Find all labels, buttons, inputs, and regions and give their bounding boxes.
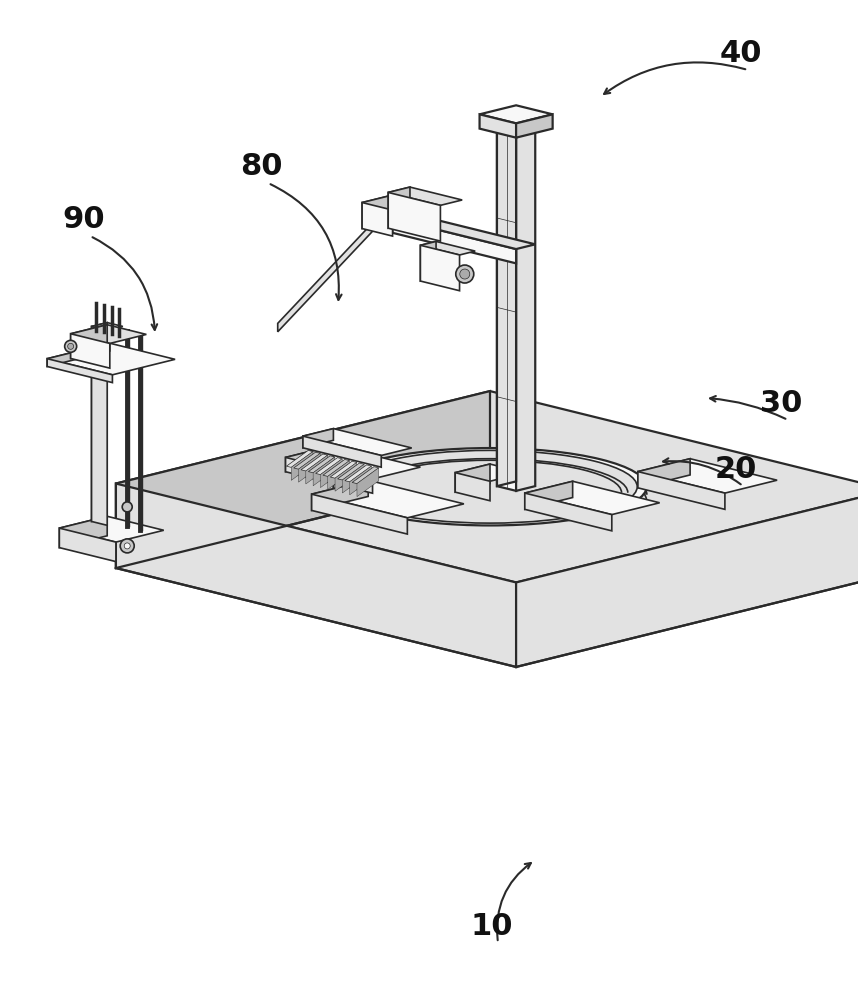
Polygon shape [278, 213, 382, 332]
Polygon shape [323, 459, 349, 476]
Polygon shape [311, 494, 408, 534]
Polygon shape [480, 105, 553, 123]
Circle shape [68, 343, 74, 349]
Polygon shape [480, 114, 517, 138]
Circle shape [456, 265, 474, 283]
Text: 10: 10 [470, 912, 512, 941]
Polygon shape [320, 459, 342, 488]
Polygon shape [92, 323, 107, 521]
Polygon shape [352, 467, 378, 484]
Polygon shape [92, 323, 123, 330]
Polygon shape [345, 465, 372, 482]
Polygon shape [350, 466, 372, 495]
Polygon shape [456, 473, 490, 501]
Polygon shape [286, 446, 420, 479]
Polygon shape [337, 463, 364, 480]
Polygon shape [420, 241, 436, 281]
Polygon shape [525, 481, 660, 515]
Polygon shape [116, 391, 858, 582]
Circle shape [120, 539, 134, 553]
Text: 40: 40 [720, 39, 763, 68]
Polygon shape [287, 450, 313, 467]
Polygon shape [92, 326, 107, 525]
Polygon shape [637, 472, 725, 509]
Polygon shape [291, 452, 313, 480]
Polygon shape [47, 359, 112, 383]
Text: 90: 90 [62, 205, 105, 234]
Circle shape [122, 502, 132, 512]
Polygon shape [357, 468, 378, 497]
Circle shape [124, 543, 130, 549]
Polygon shape [311, 480, 368, 510]
Text: 20: 20 [715, 455, 758, 484]
Polygon shape [456, 464, 490, 492]
Polygon shape [116, 391, 490, 568]
Polygon shape [308, 456, 335, 473]
Polygon shape [497, 124, 517, 486]
Polygon shape [299, 453, 320, 482]
Polygon shape [311, 480, 464, 518]
Polygon shape [70, 334, 110, 368]
Polygon shape [328, 461, 349, 489]
Polygon shape [335, 462, 357, 491]
Polygon shape [47, 343, 175, 375]
Circle shape [64, 340, 76, 352]
Polygon shape [305, 455, 328, 484]
Polygon shape [59, 516, 164, 542]
Polygon shape [59, 528, 116, 562]
Polygon shape [362, 195, 393, 229]
Polygon shape [393, 214, 535, 249]
Polygon shape [286, 446, 334, 472]
Text: 80: 80 [240, 152, 282, 181]
Polygon shape [303, 429, 334, 448]
Polygon shape [313, 457, 335, 486]
Polygon shape [70, 325, 147, 343]
Polygon shape [316, 458, 342, 475]
Polygon shape [303, 429, 412, 455]
Ellipse shape [334, 448, 647, 525]
Polygon shape [116, 484, 517, 667]
Polygon shape [637, 459, 690, 488]
Polygon shape [388, 187, 462, 205]
Polygon shape [525, 493, 612, 531]
Circle shape [460, 269, 470, 279]
Text: 30: 30 [760, 389, 802, 418]
Polygon shape [388, 187, 410, 228]
Polygon shape [420, 245, 460, 291]
Polygon shape [362, 195, 423, 210]
Polygon shape [456, 464, 525, 481]
Polygon shape [59, 516, 107, 548]
Polygon shape [517, 114, 553, 138]
Ellipse shape [343, 450, 637, 523]
Polygon shape [517, 490, 858, 667]
Polygon shape [303, 436, 381, 467]
Polygon shape [517, 129, 535, 491]
Polygon shape [330, 461, 357, 478]
Polygon shape [70, 325, 107, 358]
Polygon shape [301, 454, 328, 471]
Polygon shape [497, 129, 517, 491]
Polygon shape [393, 219, 517, 263]
Polygon shape [342, 464, 364, 493]
Polygon shape [286, 457, 372, 493]
Polygon shape [420, 241, 475, 255]
Polygon shape [525, 481, 572, 509]
Polygon shape [293, 452, 320, 469]
Polygon shape [388, 192, 440, 241]
Polygon shape [637, 459, 777, 493]
Polygon shape [47, 343, 110, 366]
Polygon shape [362, 203, 393, 236]
